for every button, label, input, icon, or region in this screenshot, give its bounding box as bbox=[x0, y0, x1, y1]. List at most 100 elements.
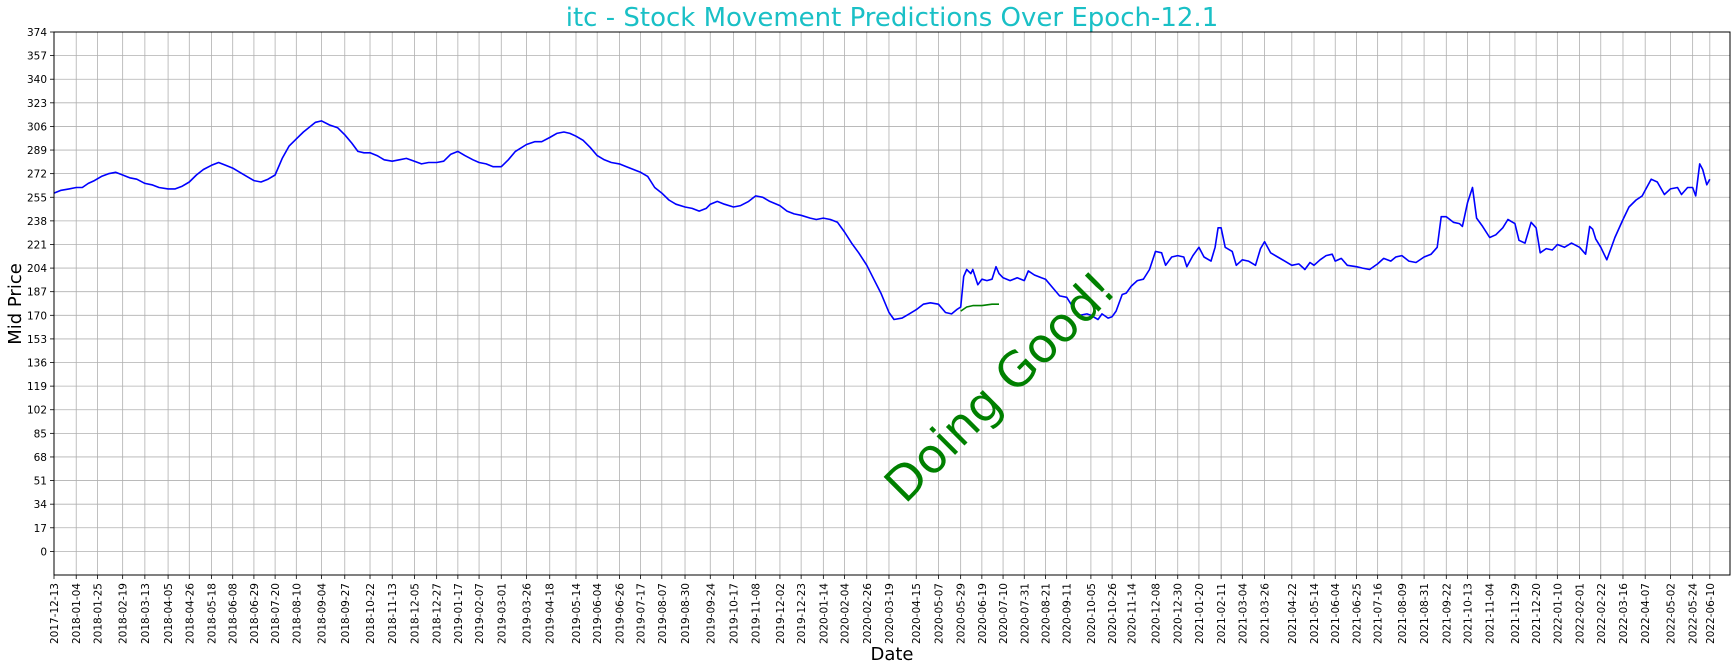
x-tick-label: 2019-10-17 bbox=[728, 583, 740, 644]
x-tick-label: 2021-03-26 bbox=[1260, 583, 1272, 644]
x-tick-label: 2022-02-22 bbox=[1596, 583, 1608, 644]
x-tick-label: 2019-03-26 bbox=[522, 583, 534, 644]
x-tick-label: 2022-06-10 bbox=[1705, 583, 1717, 644]
y-axis-title: Mid Price bbox=[5, 263, 26, 345]
x-tick-label: 2018-05-18 bbox=[207, 583, 219, 644]
x-tick-label: 2019-05-14 bbox=[571, 583, 583, 644]
x-tick-label: 2020-03-19 bbox=[884, 583, 896, 644]
y-tick-label: 17 bbox=[34, 523, 47, 535]
x-tick-label: 2021-02-11 bbox=[1216, 583, 1228, 644]
x-tick-label: 2018-06-08 bbox=[228, 583, 240, 644]
x-tick-label: 2019-08-30 bbox=[680, 583, 692, 644]
y-tick-label: 238 bbox=[27, 216, 47, 228]
x-tick-label: 2018-04-26 bbox=[184, 583, 196, 644]
y-tick-label: 340 bbox=[27, 74, 47, 86]
x-tick-label: 2019-12-23 bbox=[796, 583, 808, 644]
chart-title: itc - Stock Movement Predictions Over Ep… bbox=[566, 3, 1219, 33]
x-tick-label: 2020-07-31 bbox=[1019, 583, 1031, 644]
x-tick-label: 2021-06-25 bbox=[1351, 583, 1363, 644]
y-tick-label: 187 bbox=[27, 287, 47, 299]
x-tick-label: 2019-01-17 bbox=[453, 583, 465, 644]
x-tick-label: 2021-08-31 bbox=[1419, 583, 1431, 644]
x-tick-label: 2018-08-10 bbox=[291, 583, 303, 644]
y-tick-label: 306 bbox=[27, 121, 47, 133]
y-tick-label: 221 bbox=[27, 239, 47, 251]
x-tick-label: 2018-03-13 bbox=[140, 583, 152, 644]
x-tick-label: 2020-09-11 bbox=[1062, 583, 1074, 644]
y-tick-label: 357 bbox=[27, 51, 47, 63]
x-tick-label: 2020-06-19 bbox=[977, 583, 989, 644]
y-tick-label: 255 bbox=[27, 192, 47, 204]
x-tick-label: 2021-03-04 bbox=[1237, 583, 1249, 644]
x-tick-label: 2019-07-17 bbox=[636, 583, 648, 644]
x-tick-label: 2020-10-26 bbox=[1107, 583, 1119, 644]
x-tick-label: 2021-11-29 bbox=[1510, 583, 1522, 644]
x-tick-label: 2019-06-26 bbox=[614, 583, 626, 644]
y-tick-label: 289 bbox=[27, 145, 47, 157]
x-tick-label: 2020-02-04 bbox=[840, 583, 852, 644]
x-tick-label: 2018-07-20 bbox=[270, 583, 282, 644]
x-tick-label: 2019-04-18 bbox=[545, 583, 557, 644]
x-tick-label: 2021-12-20 bbox=[1531, 583, 1543, 644]
plot-frame bbox=[53, 31, 1731, 576]
x-tick-label: 2020-07-10 bbox=[998, 583, 1010, 644]
x-tick-label: 2022-05-02 bbox=[1665, 583, 1677, 644]
y-tick-label: 51 bbox=[34, 476, 47, 488]
x-tick-label: 2020-02-26 bbox=[862, 583, 874, 644]
x-tick-label: 2021-10-13 bbox=[1462, 583, 1474, 644]
x-tick-label: 2018-01-25 bbox=[92, 583, 104, 644]
x-tick-label: 2019-08-07 bbox=[657, 583, 669, 644]
x-tick-label: 2020-10-05 bbox=[1086, 583, 1098, 644]
y-tick-label: 119 bbox=[27, 381, 47, 393]
x-tick-label: 2022-01-10 bbox=[1552, 583, 1564, 644]
x-tick-label: 2018-12-05 bbox=[409, 583, 421, 644]
x-tick-label: 2021-07-16 bbox=[1373, 583, 1385, 644]
x-tick-label: 2018-10-22 bbox=[365, 583, 377, 644]
x-tick-label: 2021-01-20 bbox=[1194, 583, 1206, 644]
y-tick-label: 153 bbox=[27, 334, 47, 346]
y-tick-label: 0 bbox=[40, 546, 47, 558]
x-tick-label: 2019-11-08 bbox=[751, 583, 763, 644]
x-tick-label: 2019-02-07 bbox=[474, 583, 486, 644]
x-tick-label: 2021-09-22 bbox=[1441, 583, 1453, 644]
x-tick-label: 2022-02-01 bbox=[1575, 583, 1587, 644]
y-tick-label: 68 bbox=[34, 452, 47, 464]
x-tick-label: 2020-12-30 bbox=[1173, 583, 1185, 644]
x-tick-label: 2022-03-16 bbox=[1618, 583, 1630, 644]
y-tick-label: 323 bbox=[27, 98, 47, 110]
actual-price-line bbox=[53, 120, 1711, 321]
x-tick-label: 2019-03-01 bbox=[496, 583, 508, 644]
x-tick-label: 2022-05-24 bbox=[1688, 583, 1700, 644]
x-tick-label: 2020-05-29 bbox=[956, 583, 968, 644]
y-tick-label: 136 bbox=[27, 358, 47, 370]
x-tick-label: 2019-06-04 bbox=[592, 583, 604, 644]
x-tick-label: 2021-11-04 bbox=[1485, 583, 1497, 644]
x-tick-label: 2020-08-21 bbox=[1040, 583, 1052, 644]
x-tick-label: 2018-09-27 bbox=[340, 583, 352, 644]
y-tick-label: 170 bbox=[27, 310, 47, 322]
x-tick-label: 2018-01-04 bbox=[71, 583, 83, 644]
x-tick-label: 2018-04-05 bbox=[163, 583, 175, 644]
x-axis: 2017-12-13 2018-01-04 2018-01-25 2018-02-19… bbox=[49, 575, 1717, 644]
x-tick-label: 2020-11-14 bbox=[1126, 583, 1138, 644]
y-tick-label: 85 bbox=[34, 428, 47, 440]
x-tick-label: 2018-09-04 bbox=[317, 583, 329, 644]
x-tick-label: 2020-01-14 bbox=[818, 583, 830, 644]
x-tick-label: 2021-04-22 bbox=[1287, 583, 1299, 644]
x-axis-title: Date bbox=[870, 644, 913, 665]
x-tick-label: 2018-12-27 bbox=[432, 583, 444, 644]
y-tick-label: 204 bbox=[27, 263, 47, 275]
x-tick-label: 2022-04-07 bbox=[1640, 583, 1652, 644]
predicted-price-line bbox=[960, 303, 999, 312]
y-tick-label: 272 bbox=[27, 169, 47, 181]
x-tick-label: 2020-04-15 bbox=[911, 583, 923, 644]
x-tick-label: 2017-12-13 bbox=[49, 583, 61, 644]
x-tick-label: 2021-06-04 bbox=[1330, 583, 1342, 644]
series-layer bbox=[53, 120, 1711, 321]
y-tick-label: 34 bbox=[34, 499, 48, 511]
x-tick-label: 2020-12-08 bbox=[1151, 583, 1163, 644]
x-tick-label: 2021-08-09 bbox=[1397, 583, 1409, 644]
y-tick-label: 102 bbox=[27, 405, 47, 417]
x-tick-label: 2018-06-29 bbox=[249, 583, 261, 644]
